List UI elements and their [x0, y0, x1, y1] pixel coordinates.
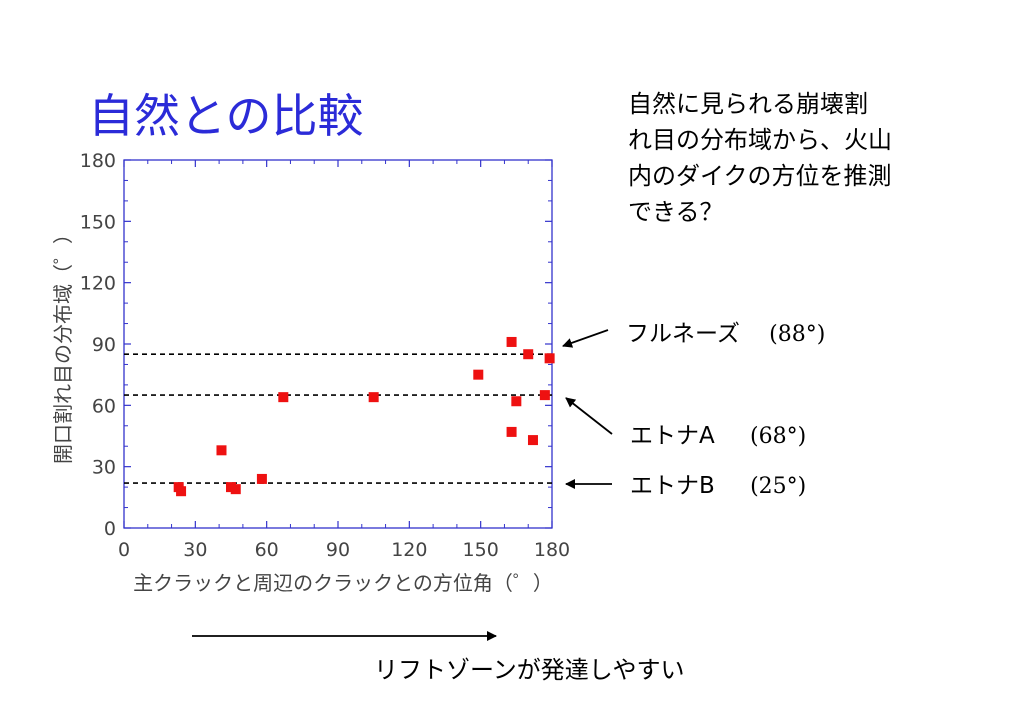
arrow-etna-a: [565, 397, 613, 435]
y-tick-label: 90: [92, 334, 116, 356]
data-point: [278, 392, 289, 403]
y-tick-label: 0: [104, 518, 116, 540]
y-tick-label: 180: [80, 150, 116, 172]
y-tick-label: 120: [80, 273, 116, 295]
x-tick-label: 0: [118, 539, 130, 561]
plot-frame: [123, 159, 553, 529]
x-tick-label: 180: [534, 539, 570, 561]
data-point: [539, 390, 550, 401]
data-point: [473, 369, 484, 380]
x-tick-label: 120: [391, 539, 427, 561]
annotation-furnaise: フルネーズ (88°): [626, 314, 825, 348]
y-tick-label: 30: [92, 457, 116, 479]
data-point: [544, 353, 555, 364]
annotation-label: エトナA: [630, 423, 715, 449]
x-tick-label: 150: [463, 539, 499, 561]
annotation-label: エトナB: [630, 473, 715, 499]
data-point: [511, 396, 522, 407]
slide-title: 自然との比較: [88, 89, 364, 143]
y-tick-label: 60: [92, 395, 116, 417]
x-axis-label: 主クラックと周辺のクラックとの方位角（゜）: [133, 571, 553, 595]
x-tick-label: 90: [326, 539, 350, 561]
data-point: [523, 349, 534, 360]
data-point: [230, 484, 241, 495]
y-axis-label: 開口割れ目の分布域（゜）: [51, 224, 75, 464]
y-tick-label: 150: [80, 211, 116, 233]
data-point: [506, 426, 517, 437]
data-point: [216, 445, 227, 456]
annotation-angle: (68°): [750, 424, 807, 449]
annotation-angle: (88°): [769, 322, 826, 347]
x-tick-label: 30: [183, 539, 207, 561]
question-text: 自然に見られる崩壊割 れ目の分布域から、火山 内のダイクの方位を推測 できる？: [628, 90, 892, 226]
annotation-angle: (25°): [750, 474, 807, 499]
data-point: [176, 486, 187, 497]
arrow-furnaise: [562, 329, 609, 348]
annotation-etna-b: エトナB (25°): [630, 466, 806, 500]
data-point: [256, 473, 267, 484]
x-tick-label: 60: [255, 539, 279, 561]
data-point: [506, 336, 517, 347]
data-point: [368, 392, 379, 403]
data-point: [527, 435, 538, 446]
annotation-label: フルネーズ: [626, 321, 740, 347]
bottom-caption: リフトゾーンが発達しやすい: [374, 656, 685, 684]
annotation-etna-a: エトナA (68°): [630, 416, 806, 450]
